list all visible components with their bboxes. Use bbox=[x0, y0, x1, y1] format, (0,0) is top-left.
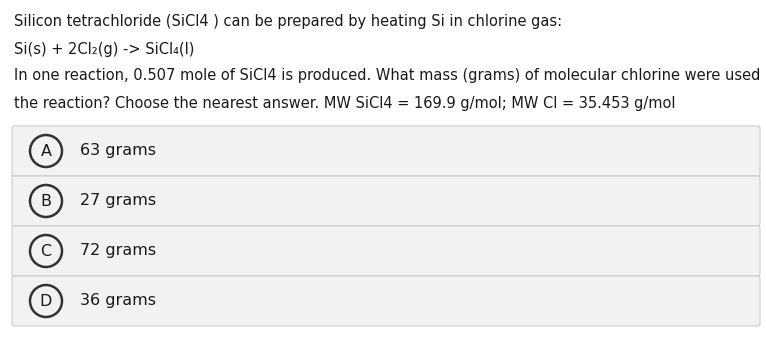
Text: Si(s) + 2Cl₂(g) -> SiCl₄(l): Si(s) + 2Cl₂(g) -> SiCl₄(l) bbox=[14, 42, 195, 57]
Text: C: C bbox=[41, 244, 51, 258]
Text: Silicon tetrachloride (SiCl4 ) can be prepared by heating Si in chlorine gas:: Silicon tetrachloride (SiCl4 ) can be pr… bbox=[14, 14, 562, 29]
Text: 36 grams: 36 grams bbox=[80, 294, 156, 308]
FancyBboxPatch shape bbox=[12, 226, 760, 276]
Text: 27 grams: 27 grams bbox=[80, 194, 156, 208]
Text: the reaction? Choose the nearest answer. MW SiCl4 = 169.9 g/mol; MW Cl = 35.453 : the reaction? Choose the nearest answer.… bbox=[14, 96, 676, 111]
Text: D: D bbox=[40, 294, 52, 308]
FancyBboxPatch shape bbox=[12, 276, 760, 326]
Text: 63 grams: 63 grams bbox=[80, 144, 156, 158]
Text: B: B bbox=[41, 194, 51, 208]
Text: A: A bbox=[41, 144, 51, 158]
Circle shape bbox=[30, 185, 62, 217]
Text: In one reaction, 0.507 mole of SiCl4 is produced. What mass (grams) of molecular: In one reaction, 0.507 mole of SiCl4 is … bbox=[14, 68, 766, 83]
FancyBboxPatch shape bbox=[12, 126, 760, 176]
Text: 72 grams: 72 grams bbox=[80, 244, 156, 258]
FancyBboxPatch shape bbox=[12, 176, 760, 226]
Circle shape bbox=[30, 285, 62, 317]
Circle shape bbox=[30, 235, 62, 267]
Circle shape bbox=[30, 135, 62, 167]
